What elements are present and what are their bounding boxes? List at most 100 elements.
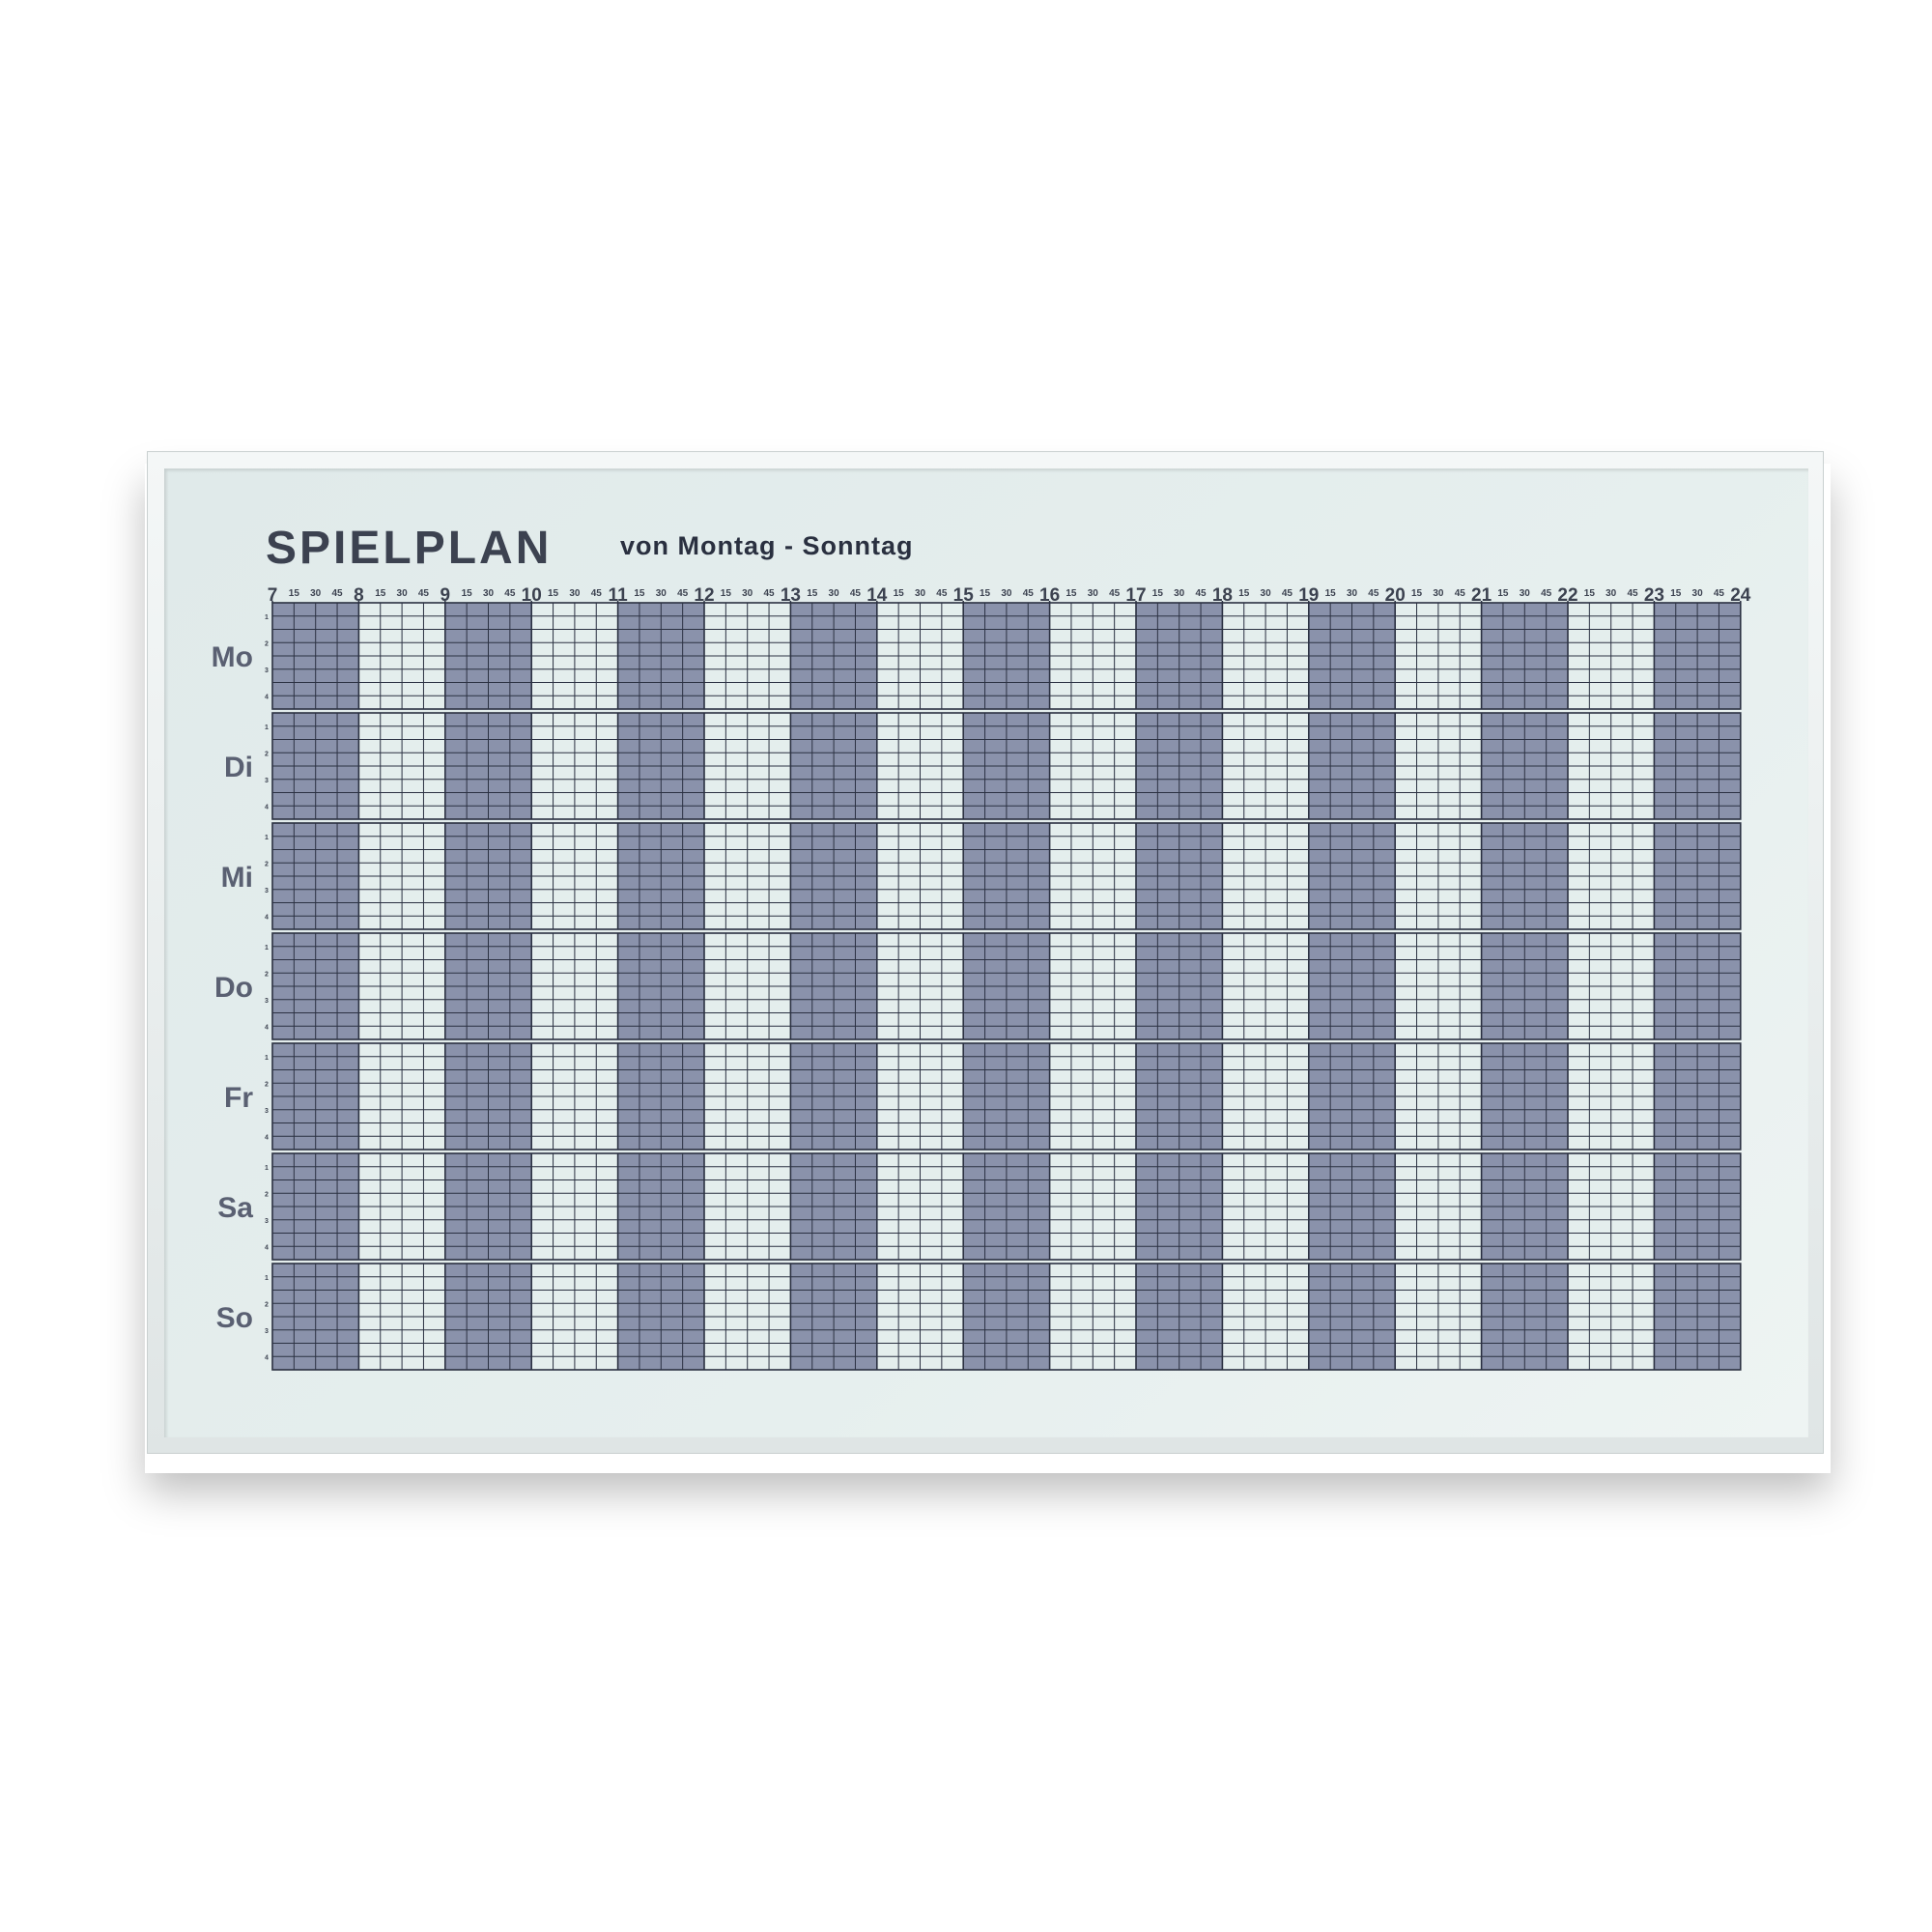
quarter-label: 15: [634, 588, 645, 599]
quarter-label: 15: [375, 588, 386, 599]
quarter-label: 30: [310, 588, 322, 599]
quarter-label: 15: [462, 588, 473, 599]
quarter-label: 30: [1261, 588, 1272, 599]
quarter-label: 45: [1541, 588, 1552, 599]
hour-label: 9: [440, 585, 451, 606]
day-label-do: Do: [214, 972, 253, 1004]
day-label-fr: Fr: [224, 1082, 253, 1114]
hour-label: 21: [1471, 585, 1492, 606]
quarter-label: 45: [850, 588, 862, 599]
quarter-label: 30: [1347, 588, 1358, 599]
day-row-border: [271, 1152, 1742, 1261]
hour-label: 17: [1125, 585, 1146, 606]
day-row-border: [271, 1263, 1742, 1371]
quarter-label: 45: [677, 588, 689, 599]
slot-label: 3: [265, 998, 269, 1005]
quarter-label: 30: [1088, 588, 1099, 599]
quarter-label: 45: [1195, 588, 1207, 599]
slot-label: 3: [265, 778, 269, 784]
quarter-label: 30: [656, 588, 668, 599]
quarter-label: 45: [763, 588, 775, 599]
day-row-border: [271, 712, 1742, 820]
slot-label: 3: [265, 1218, 269, 1225]
quarter-label: 15: [894, 588, 905, 599]
quarter-label: 45: [418, 588, 430, 599]
quarter-label: 15: [1497, 588, 1509, 599]
hour-label: 18: [1212, 585, 1233, 606]
slot-label: 1: [265, 945, 269, 952]
slot-label: 4: [265, 1134, 269, 1141]
slot-label: 1: [265, 1275, 269, 1282]
quarter-label: 45: [331, 588, 343, 599]
day-label-mo: Mo: [212, 641, 253, 673]
board-title: SPIELPLAN: [266, 523, 553, 574]
hour-label: 14: [867, 585, 888, 606]
hour-label: 19: [1298, 585, 1319, 606]
quarter-label: 30: [483, 588, 495, 599]
slot-label: 2: [265, 751, 269, 757]
slot-label: 4: [265, 694, 269, 700]
slot-label: 4: [265, 914, 269, 921]
quarter-label: 15: [980, 588, 991, 599]
quarter-label: 15: [548, 588, 559, 599]
slot-label: 1: [265, 1055, 269, 1062]
quarter-label: 15: [1065, 588, 1077, 599]
day-label-di: Di: [224, 752, 253, 783]
quarter-label: 30: [915, 588, 926, 599]
slot-label: 1: [265, 835, 269, 841]
quarter-label: 30: [569, 588, 581, 599]
slot-label: 3: [265, 1108, 269, 1115]
quarter-label: 30: [1692, 588, 1704, 599]
quarter-label: 45: [1368, 588, 1379, 599]
quarter-label: 15: [1152, 588, 1164, 599]
quarter-label: 45: [1627, 588, 1638, 599]
day-row-border: [271, 1042, 1742, 1151]
hour-label: 8: [354, 585, 364, 606]
day-row-border: [271, 932, 1742, 1040]
slot-label: 2: [265, 1081, 269, 1088]
quarter-label: 45: [591, 588, 603, 599]
slot-label: 3: [265, 1328, 269, 1335]
quarter-label: 15: [1584, 588, 1596, 599]
slot-label: 2: [265, 640, 269, 647]
slot-label: 2: [265, 1301, 269, 1308]
hour-label: 15: [953, 585, 975, 606]
quarter-label: 30: [1520, 588, 1531, 599]
slot-label: 3: [265, 888, 269, 895]
quarter-label: 45: [1109, 588, 1121, 599]
quarter-label: 15: [1238, 588, 1250, 599]
quarter-label: 15: [1670, 588, 1682, 599]
hour-label: 22: [1557, 585, 1577, 606]
slot-label: 1: [265, 724, 269, 731]
slot-label: 4: [265, 804, 269, 810]
hour-label: 11: [609, 585, 629, 606]
slot-label: 2: [265, 1191, 269, 1198]
slot-label: 1: [265, 614, 269, 621]
slot-label: 1: [265, 1165, 269, 1172]
hour-label: 13: [781, 585, 801, 606]
quarter-label: 30: [1605, 588, 1617, 599]
day-label-so: So: [216, 1302, 253, 1334]
quarter-label: 45: [504, 588, 516, 599]
day-label-sa: Sa: [217, 1192, 253, 1224]
slot-label: 2: [265, 861, 269, 867]
quarter-label: 30: [829, 588, 840, 599]
quarter-label: 15: [289, 588, 300, 599]
hour-label: 7: [268, 585, 278, 606]
hour-label: 10: [522, 585, 542, 606]
hour-label: 20: [1385, 585, 1406, 606]
day-row-border: [271, 822, 1742, 930]
hour-label: 24: [1730, 585, 1751, 606]
quarter-label: 15: [1325, 588, 1337, 599]
quarter-label: 45: [1455, 588, 1466, 599]
hour-label: 23: [1644, 585, 1664, 606]
quarter-label: 45: [1282, 588, 1293, 599]
hour-label: 16: [1039, 585, 1060, 606]
slot-label: 3: [265, 668, 269, 674]
quarter-label: 30: [397, 588, 409, 599]
quarter-label: 45: [1714, 588, 1725, 599]
day-row-border: [271, 602, 1742, 710]
quarter-label: 15: [1411, 588, 1423, 599]
quarter-label: 45: [936, 588, 948, 599]
quarter-label: 15: [807, 588, 818, 599]
